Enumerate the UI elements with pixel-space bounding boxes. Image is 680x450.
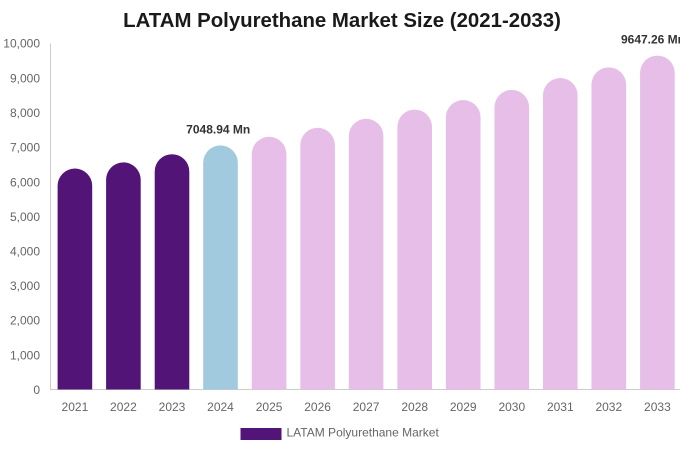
svg-text:10,000: 10,000 [3, 37, 40, 51]
svg-text:2021: 2021 [62, 400, 89, 414]
svg-text:2033: 2033 [644, 400, 671, 414]
svg-text:2029: 2029 [450, 400, 477, 414]
svg-text:5,000: 5,000 [10, 210, 40, 224]
svg-text:7048.94 Mn: 7048.94 Mn [186, 123, 250, 137]
svg-text:9647.26 Mn: 9647.26 Mn [621, 33, 680, 47]
svg-text:2,000: 2,000 [10, 314, 40, 328]
svg-text:LATAM Polyurethane Market: LATAM Polyurethane Market [287, 426, 440, 440]
svg-text:7,000: 7,000 [10, 141, 40, 155]
svg-text:LATAM Polyurethane Market Size: LATAM Polyurethane Market Size (2021-203… [123, 10, 561, 32]
svg-text:2025: 2025 [256, 400, 283, 414]
svg-text:3,000: 3,000 [10, 279, 40, 293]
svg-text:8,000: 8,000 [10, 106, 40, 120]
svg-text:2024: 2024 [207, 400, 234, 414]
svg-text:1,000: 1,000 [10, 348, 40, 362]
svg-text:2022: 2022 [110, 400, 137, 414]
svg-text:9,000: 9,000 [10, 71, 40, 85]
svg-text:2028: 2028 [401, 400, 428, 414]
svg-text:2027: 2027 [353, 400, 380, 414]
svg-text:4,000: 4,000 [10, 245, 40, 259]
svg-text:2030: 2030 [498, 400, 525, 414]
svg-text:0: 0 [33, 383, 40, 397]
svg-text:2031: 2031 [547, 400, 574, 414]
svg-text:2032: 2032 [595, 400, 622, 414]
svg-text:2023: 2023 [159, 400, 186, 414]
svg-text:6,000: 6,000 [10, 175, 40, 189]
svg-text:2026: 2026 [304, 400, 331, 414]
